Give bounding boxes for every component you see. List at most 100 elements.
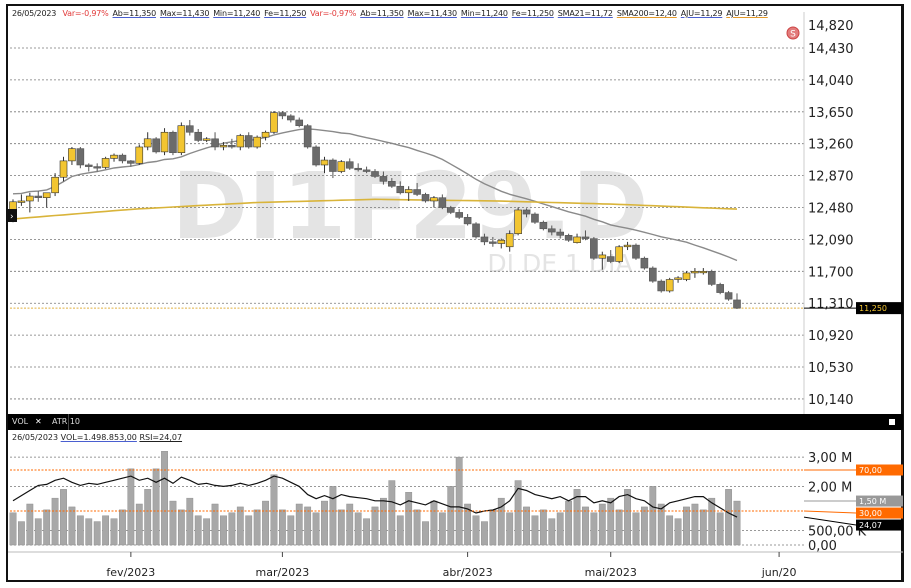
volume-bar — [455, 456, 463, 546]
candle-body — [606, 256, 615, 262]
candle-body — [598, 254, 607, 259]
price-tick-label: 13,260 — [808, 138, 854, 153]
volume-bar — [607, 497, 615, 546]
sma21-line — [12, 128, 738, 262]
candle — [59, 156, 68, 182]
signal-letter: S — [790, 30, 796, 40]
volume-bar — [354, 512, 362, 546]
candle — [295, 117, 304, 128]
candle — [438, 194, 447, 210]
volume-bar — [177, 509, 185, 546]
vol-value: VOL=1.498.853,00 — [60, 433, 137, 442]
candle — [51, 173, 59, 197]
header-item: Ab=11,350 — [112, 9, 157, 18]
candle — [320, 156, 329, 174]
candle — [152, 137, 160, 154]
volume-bar — [371, 506, 379, 546]
volume-bar — [287, 515, 295, 546]
candle — [547, 225, 556, 236]
candle-body — [581, 236, 590, 239]
volume-bar — [708, 497, 716, 546]
candle-body — [455, 212, 463, 218]
candle — [169, 130, 177, 156]
candle — [135, 144, 144, 165]
volume-bar — [127, 468, 135, 546]
candle-body — [421, 194, 430, 202]
candle-body — [42, 192, 51, 198]
maximize-panel-icon[interactable] — [889, 419, 895, 425]
candle-body — [724, 292, 733, 300]
candle — [480, 233, 489, 246]
rsi-last-connector — [803, 516, 857, 526]
candle-body — [371, 171, 379, 177]
chart-window — [6, 4, 904, 582]
candle — [421, 192, 430, 203]
candle-body — [379, 176, 388, 182]
volume-bar — [598, 503, 606, 546]
candle-body — [472, 223, 480, 238]
candle — [26, 192, 34, 213]
candle — [531, 212, 539, 224]
tab-vol[interactable]: VOL — [12, 417, 29, 426]
candle — [590, 236, 598, 260]
price-tick-label: 14,820 — [808, 19, 854, 34]
volume-bar — [464, 503, 472, 546]
candle — [733, 293, 741, 309]
volume-bar — [725, 489, 732, 546]
candle-body — [84, 164, 93, 167]
price-tick-label: 11,310 — [808, 297, 854, 312]
candle — [716, 282, 724, 295]
candle — [379, 171, 388, 185]
candle-body — [463, 217, 472, 225]
candle — [707, 269, 716, 287]
volume-bar — [85, 518, 93, 546]
volume-bar — [135, 503, 143, 546]
expand-left-button[interactable] — [8, 209, 17, 222]
candle-body — [68, 148, 76, 162]
candle-body — [169, 131, 177, 154]
volume-bar — [438, 512, 446, 546]
rsi-value: RSI=24,07 — [139, 433, 183, 442]
tab-atr[interactable]: ATR 10 — [52, 417, 81, 426]
candle-body — [716, 284, 724, 293]
candle-body — [76, 148, 85, 166]
volume-bar — [304, 506, 312, 546]
candle — [219, 142, 228, 151]
volume-bar — [34, 518, 42, 546]
x-tick-label: fev/2023 — [106, 566, 155, 579]
volume-bar — [640, 506, 648, 546]
candle-body — [539, 221, 548, 230]
candle-body — [177, 125, 186, 154]
volume-bar — [253, 509, 261, 546]
candle-body — [590, 238, 598, 259]
candle-body — [253, 136, 261, 148]
watermark-description: DI DE 1 DIA — [487, 249, 632, 278]
volume-bar — [632, 512, 640, 546]
candle — [17, 194, 26, 206]
candle-body — [135, 146, 144, 164]
header-date: 26/05/2023 — [12, 9, 57, 18]
volume-bar — [733, 500, 741, 546]
rsi-level-tag — [856, 507, 903, 519]
candle-body — [691, 271, 699, 274]
candle-body — [118, 154, 127, 162]
candle — [699, 268, 708, 275]
x-tick-label: abr/2023 — [443, 566, 493, 579]
candle — [514, 207, 522, 236]
candle-body — [665, 279, 674, 292]
rsi-last-tag — [856, 519, 903, 531]
volume-bar — [556, 512, 564, 546]
candle-body — [270, 112, 278, 133]
candle-body — [446, 207, 455, 213]
candle — [312, 145, 320, 167]
candle — [287, 114, 295, 123]
candle — [388, 178, 396, 188]
volume-tick-label: 3,00 M — [808, 451, 852, 466]
volume-bar — [169, 500, 177, 546]
candle — [345, 158, 354, 170]
close-icon[interactable]: ✕ — [35, 417, 42, 426]
candle — [640, 256, 649, 270]
candle-body — [564, 235, 573, 241]
volume-bar — [337, 509, 345, 546]
